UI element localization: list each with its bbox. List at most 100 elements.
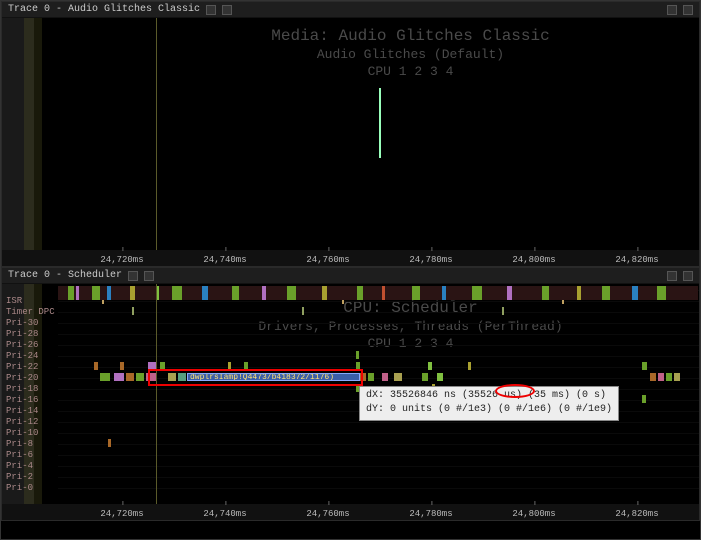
time-tick: 24,780ms bbox=[409, 509, 452, 519]
panel-menu-icon[interactable] bbox=[128, 271, 138, 281]
panel-pin-icon[interactable] bbox=[222, 5, 232, 15]
time-tick: 24,720ms bbox=[100, 255, 143, 265]
thread-segment[interactable] bbox=[502, 307, 504, 315]
thread-segment[interactable] bbox=[642, 395, 646, 403]
scheduler-time-axis: 24,720ms24,740ms24,760ms24,780ms24,800ms… bbox=[2, 504, 699, 520]
row-label: Pri-8 bbox=[2, 439, 58, 449]
audio-glitches-panel: Trace 0 - Audio Glitches Classic Media: … bbox=[1, 1, 700, 267]
scheduler-panel-title: Trace 0 - Scheduler bbox=[8, 270, 122, 281]
panel-close-icon[interactable] bbox=[683, 5, 693, 15]
thread-segment[interactable] bbox=[437, 373, 443, 381]
thread-segment[interactable] bbox=[650, 373, 656, 381]
thread-segment[interactable] bbox=[468, 362, 471, 370]
thread-segment[interactable] bbox=[160, 362, 165, 370]
row-label: Pri-26 bbox=[2, 340, 58, 350]
scheduler-row: Pri-10 bbox=[2, 427, 699, 438]
thread-segment[interactable] bbox=[302, 307, 304, 315]
time-tick: 24,800ms bbox=[512, 509, 555, 519]
scheduler-row: Pri-2 bbox=[2, 471, 699, 482]
audio-time-axis: 24,720ms24,740ms24,760ms24,780ms24,800ms… bbox=[2, 250, 699, 266]
panel-close-icon[interactable] bbox=[683, 271, 693, 281]
panel-clone-icon[interactable] bbox=[667, 271, 677, 281]
thread-segment[interactable] bbox=[244, 362, 248, 370]
cpu-activity-stripe bbox=[14, 286, 699, 300]
thread-segment[interactable] bbox=[428, 362, 432, 370]
thread-segment[interactable] bbox=[658, 373, 664, 381]
time-tick: 24,780ms bbox=[409, 255, 452, 265]
scheduler-panel: Trace 0 - Scheduler CPU: Scheduler Drive… bbox=[1, 267, 700, 521]
highlighted-thread-bar[interactable]: dwplrsIamp!Q4473/b418372/1176) bbox=[187, 373, 360, 381]
row-label: Pri-12 bbox=[2, 417, 58, 427]
audio-glitch-marker[interactable] bbox=[379, 88, 381, 158]
thread-segment[interactable] bbox=[114, 373, 124, 381]
thread-segment[interactable] bbox=[422, 373, 428, 381]
row-label: Pri-24 bbox=[2, 351, 58, 361]
row-label: Pri-18 bbox=[2, 384, 58, 394]
thread-segment[interactable] bbox=[382, 373, 388, 381]
audio-panel-title: Trace 0 - Audio Glitches Classic bbox=[8, 4, 200, 15]
panel-clone-icon[interactable] bbox=[667, 5, 677, 15]
time-tick: 24,760ms bbox=[306, 509, 349, 519]
row-label: Pri-30 bbox=[2, 318, 58, 328]
thread-segment[interactable] bbox=[228, 362, 231, 370]
thread-segment[interactable] bbox=[120, 362, 124, 370]
scheduler-row: Pri-30 bbox=[2, 317, 699, 328]
scheduler-row: Timer DPC bbox=[2, 306, 699, 317]
thread-segment[interactable] bbox=[132, 307, 134, 315]
row-label: Pri-28 bbox=[2, 329, 58, 339]
panel-menu-icon[interactable] bbox=[206, 5, 216, 15]
time-cursor[interactable] bbox=[156, 18, 157, 250]
row-label: Pri-2 bbox=[2, 472, 58, 482]
row-label: Pri-0 bbox=[2, 483, 58, 493]
thread-segment[interactable] bbox=[666, 373, 672, 381]
audio-panel-header[interactable]: Trace 0 - Audio Glitches Classic bbox=[2, 2, 699, 18]
row-label: Pri-22 bbox=[2, 362, 58, 372]
row-label: Pri-6 bbox=[2, 450, 58, 460]
thread-segment[interactable] bbox=[394, 373, 402, 381]
time-cursor[interactable] bbox=[156, 284, 157, 504]
row-label: Pri-10 bbox=[2, 428, 58, 438]
scheduler-row: Pri-8 bbox=[2, 438, 699, 449]
thread-segment[interactable] bbox=[94, 362, 98, 370]
thread-segment[interactable] bbox=[360, 373, 366, 381]
audio-overlay-text: Media: Audio Glitches Classic Audio Glit… bbox=[132, 26, 689, 81]
thread-segment[interactable] bbox=[674, 373, 680, 381]
scheduler-row: Pri-28 bbox=[2, 328, 699, 339]
thread-segment[interactable] bbox=[168, 373, 176, 381]
time-tick: 24,820ms bbox=[615, 255, 658, 265]
scheduler-row: Pri-4 bbox=[2, 460, 699, 471]
thread-segment[interactable] bbox=[146, 373, 156, 381]
tooltip-dx: dX: 35526846 ns (35526 us) (35 ms) (0 s) bbox=[366, 389, 612, 403]
time-tick: 24,740ms bbox=[203, 509, 246, 519]
scheduler-row: Pri-24 bbox=[2, 350, 699, 361]
audio-overlay-sub2: CPU 1 2 3 4 bbox=[132, 64, 689, 81]
audio-overlay-sub1: Audio Glitches (Default) bbox=[132, 47, 689, 64]
scheduler-row: Pri-6 bbox=[2, 449, 699, 460]
scheduler-row: Pri-26 bbox=[2, 339, 699, 350]
measurement-tooltip: dX: 35526846 ns (35526 us) (35 ms) (0 s)… bbox=[359, 386, 619, 421]
scheduler-chart-area[interactable]: CPU: Scheduler Drivers, Processes, Threa… bbox=[2, 284, 699, 520]
tooltip-dy: dY: 0 units (0 #/1e3) (0 #/1e6) (0 #/1e9… bbox=[366, 403, 612, 417]
thread-segment[interactable] bbox=[178, 373, 186, 381]
audio-chart-area[interactable]: Media: Audio Glitches Classic Audio Glit… bbox=[2, 18, 699, 266]
time-tick: 24,740ms bbox=[203, 255, 246, 265]
thread-segment[interactable] bbox=[642, 362, 647, 370]
row-label: Pri-16 bbox=[2, 395, 58, 405]
scheduler-row: Pri-22 bbox=[2, 361, 699, 372]
thread-segment[interactable] bbox=[126, 373, 134, 381]
time-tick: 24,820ms bbox=[615, 509, 658, 519]
thread-segment[interactable] bbox=[108, 439, 111, 447]
thread-segment[interactable] bbox=[368, 373, 374, 381]
row-label: ISR bbox=[2, 296, 58, 306]
selection-band bbox=[24, 18, 42, 250]
scheduler-panel-header[interactable]: Trace 0 - Scheduler bbox=[2, 268, 699, 284]
thread-segment[interactable] bbox=[136, 373, 144, 381]
thread-segment[interactable] bbox=[356, 351, 359, 359]
audio-overlay-title: Media: Audio Glitches Classic bbox=[132, 26, 689, 47]
row-label: Timer DPC bbox=[2, 307, 58, 317]
time-tick: 24,800ms bbox=[512, 255, 555, 265]
panel-pin-icon[interactable] bbox=[144, 271, 154, 281]
thread-segment[interactable] bbox=[356, 362, 360, 370]
scheduler-row: Pri-0 bbox=[2, 482, 699, 493]
thread-segment[interactable] bbox=[100, 373, 110, 381]
